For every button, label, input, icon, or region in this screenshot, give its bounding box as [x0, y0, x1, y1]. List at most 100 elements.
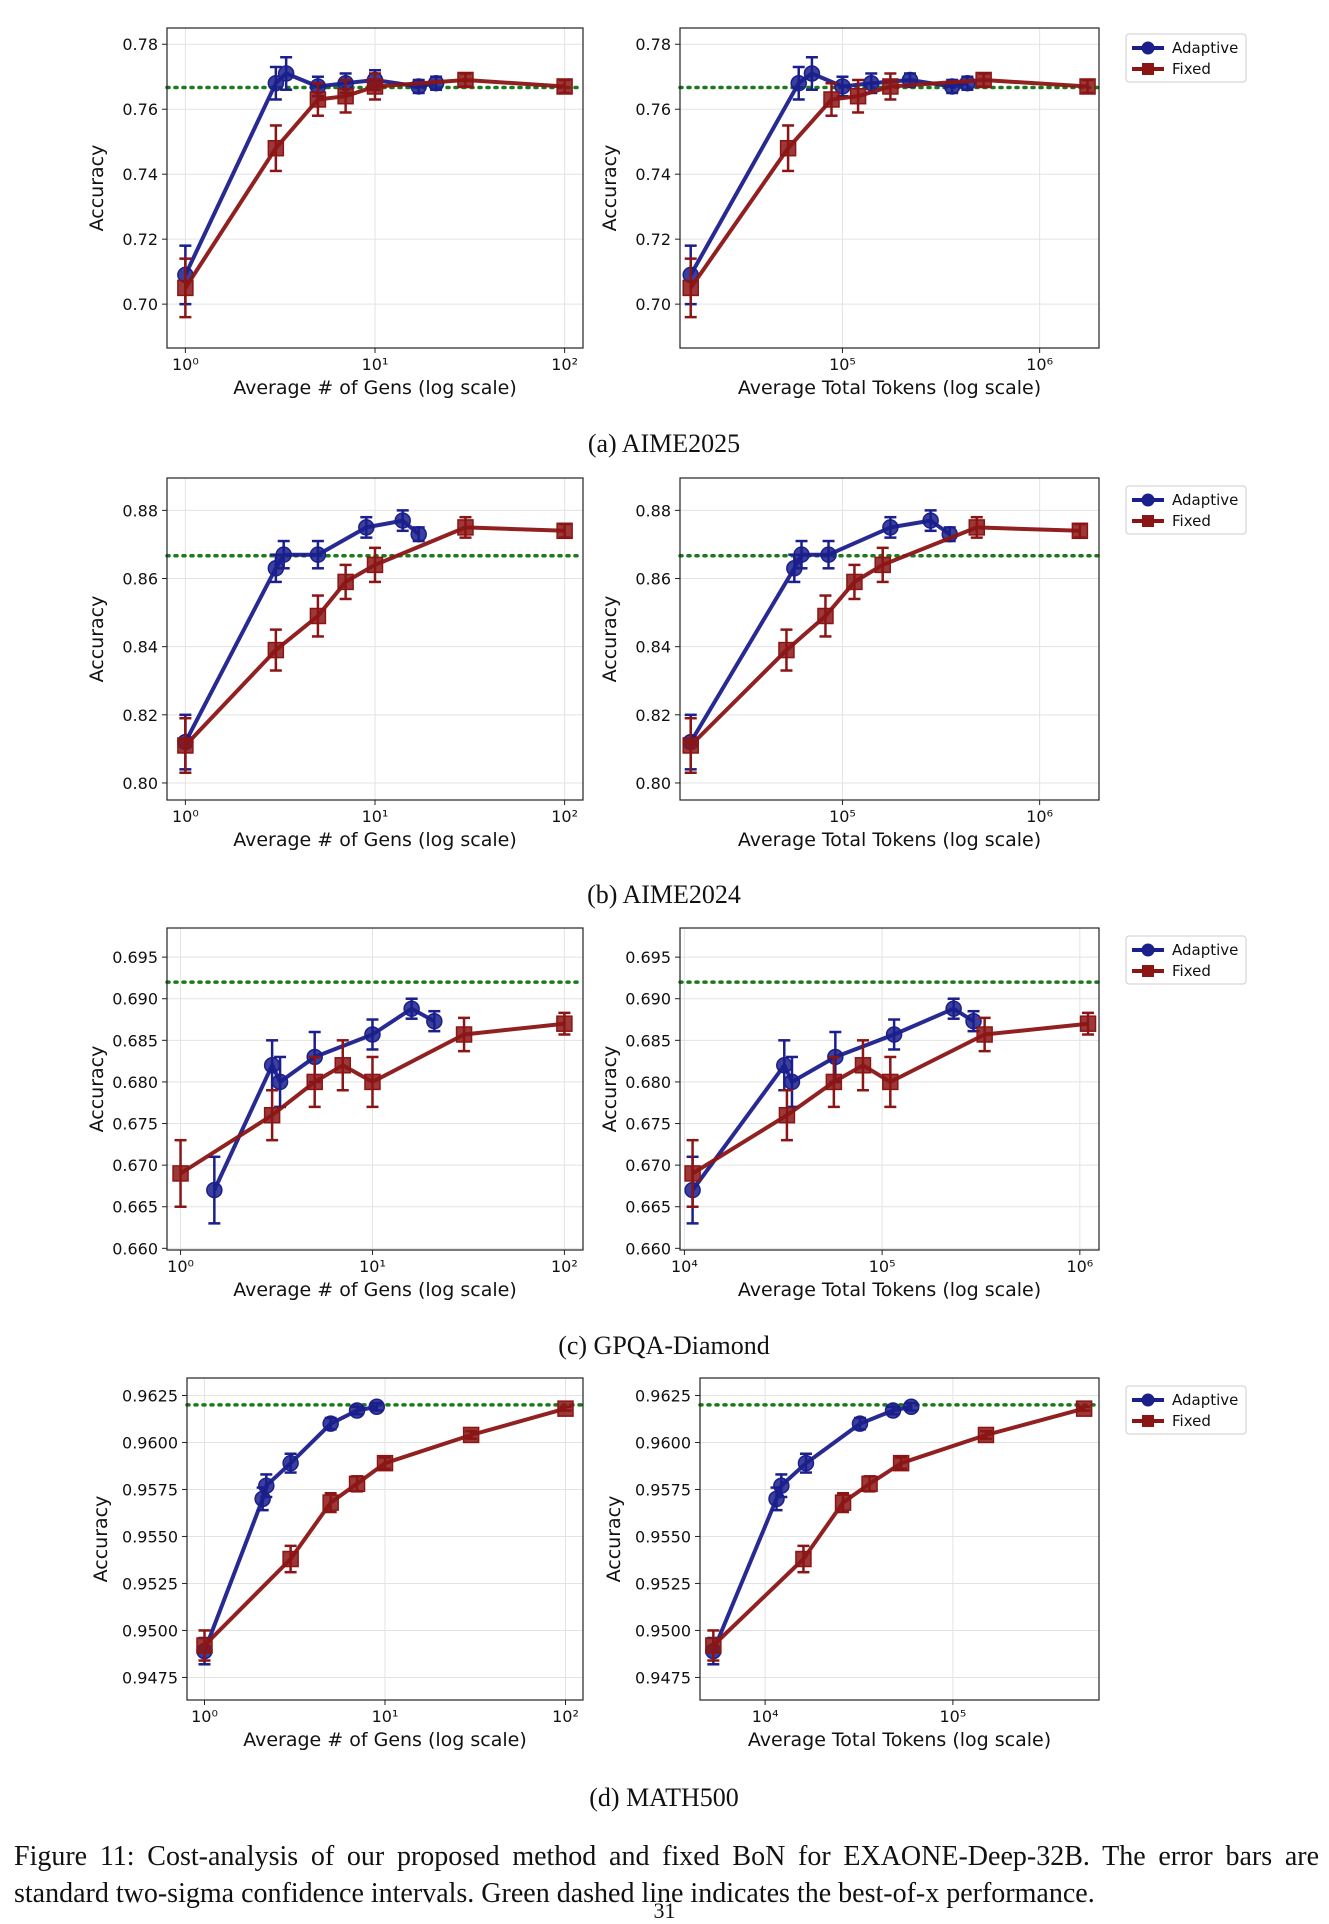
- legend: Adaptive Fixed: [1125, 1385, 1247, 1435]
- data-point-adaptive: [271, 1073, 289, 1091]
- x-tick-label: 10⁰: [167, 1257, 194, 1276]
- y-tick-label: 0.88: [635, 501, 671, 520]
- data-point-adaptive: [348, 1402, 366, 1419]
- x-tick-label: 10²: [551, 807, 578, 826]
- y-tick-label: 0.9600: [635, 1433, 691, 1452]
- data-point-fixed: [172, 1165, 189, 1182]
- chart-panel-d-right: 0.9475 0.9500 0.9525 0.9550 0.9575 0.9600 0.96…: [603, 1377, 1247, 1751]
- series-line: [202, 1404, 378, 1652]
- y-tick-label: 0.9525: [122, 1574, 178, 1593]
- data-point-fixed: [968, 519, 986, 536]
- legend: Adaptive Fixed: [1125, 33, 1247, 83]
- y-tick-label: 0.88: [122, 501, 158, 520]
- y-tick-label: 0.9525: [635, 1574, 691, 1593]
- chart-panel-d-left: 0.9475 0.9500 0.9525 0.9550 0.9575 0.9600 0.96…: [90, 1377, 585, 1751]
- legend-marker-fixed: [1142, 63, 1154, 75]
- data-point-fixed: [1079, 78, 1096, 95]
- x-axis-label: Average # of Gens (log scale): [233, 377, 517, 399]
- data-point-fixed: [366, 556, 384, 574]
- data-point-fixed: [177, 737, 194, 754]
- data-point-adaptive: [364, 1026, 381, 1043]
- x-tick-label: 10⁵: [829, 355, 856, 374]
- y-tick-label: 0.82: [122, 706, 158, 725]
- data-point-fixed: [457, 519, 474, 536]
- series-adaptive: [196, 1398, 385, 1666]
- data-point-fixed: [977, 1426, 995, 1444]
- series-adaptive: [177, 509, 427, 771]
- data-point-adaptive: [793, 546, 810, 563]
- data-point-adaptive: [275, 546, 292, 563]
- data-point-fixed: [337, 87, 354, 105]
- y-tick-label: 0.665: [625, 1198, 671, 1217]
- y-tick-label: 0.82: [635, 706, 671, 725]
- x-tick-label: 10¹: [362, 807, 389, 826]
- data-point-adaptive: [834, 78, 851, 95]
- data-point-adaptive: [309, 546, 327, 563]
- series-fixed: [177, 515, 573, 774]
- x-axis-label: Average Total Tokens (log scale): [748, 1729, 1051, 1751]
- x-tick-label: 10⁵: [939, 1707, 966, 1726]
- y-tick-label: 0.9600: [122, 1433, 178, 1452]
- figure-caption: Figure 11: Cost-analysis of our proposed…: [14, 1841, 1319, 1909]
- data-point-adaptive: [797, 1454, 815, 1472]
- data-point-fixed: [778, 1106, 796, 1124]
- y-tick-label: 0.9550: [122, 1527, 178, 1546]
- data-point-adaptive: [282, 1454, 299, 1472]
- x-tick-label: 10²: [552, 1707, 579, 1726]
- data-point-adaptive: [277, 65, 295, 82]
- series-line: [212, 1006, 436, 1191]
- y-tick-label: 0.76: [122, 100, 158, 119]
- data-point-adaptive: [790, 74, 807, 92]
- legend-label: Fixed: [1172, 962, 1211, 980]
- data-point-adaptive: [776, 1057, 793, 1074]
- data-point-fixed: [892, 1454, 910, 1472]
- chart-panel-c-left: 0.660 0.665 0.670 0.675 0.680 0.685 0.690 0.695…: [86, 927, 585, 1301]
- x-tick-label: 10⁶: [1066, 1257, 1093, 1276]
- data-point-fixed: [825, 1073, 843, 1091]
- data-point-adaptive: [403, 1000, 420, 1017]
- legend-label: Fixed: [1172, 60, 1211, 78]
- x-tick-label: 10¹: [362, 355, 389, 374]
- legend: Adaptive Fixed: [1125, 935, 1247, 985]
- y-tick-label: 0.695: [112, 948, 158, 967]
- x-axis-label: Average Total Tokens (log scale): [738, 1279, 1041, 1301]
- y-tick-label: 0.670: [625, 1156, 671, 1175]
- data-point-adaptive: [368, 1398, 385, 1416]
- x-tick-label: 10⁰: [191, 1707, 218, 1726]
- y-tick-label: 0.72: [122, 230, 158, 249]
- series-fixed: [682, 71, 1096, 319]
- y-axis-label: Accuracy: [603, 1496, 625, 1583]
- y-tick-label: 0.84: [635, 638, 671, 657]
- data-point-adaptive: [803, 65, 821, 82]
- data-point-adaptive: [263, 1057, 281, 1074]
- legend-marker-adaptive: [1141, 493, 1155, 507]
- chart-panel-c-right: 0.660 0.665 0.670 0.675 0.680 0.685 0.690 0.695…: [599, 927, 1247, 1301]
- series-adaptive: [682, 509, 958, 771]
- y-tick-label: 0.680: [112, 1073, 158, 1092]
- page-number: 31: [653, 1898, 676, 1923]
- x-tick-label: 10⁴: [752, 1707, 779, 1726]
- y-tick-label: 0.9500: [635, 1621, 691, 1640]
- data-point-fixed: [861, 1475, 878, 1493]
- data-point-fixed: [457, 71, 474, 89]
- data-point-adaptive: [851, 1415, 869, 1432]
- data-point-adaptive: [206, 1181, 223, 1199]
- data-point-fixed: [267, 641, 285, 659]
- y-axis-label: Accuracy: [599, 1046, 621, 1133]
- legend-label: Adaptive: [1172, 1391, 1238, 1409]
- x-axis-label: Average # of Gens (log scale): [243, 1729, 527, 1751]
- y-axis-label: Accuracy: [86, 1046, 108, 1133]
- data-point-fixed: [854, 1057, 872, 1074]
- x-axis-label: Average Total Tokens (log scale): [738, 377, 1041, 399]
- series-line: [711, 1406, 1085, 1647]
- series-adaptive: [206, 997, 443, 1225]
- data-point-fixed: [263, 1106, 281, 1124]
- y-tick-label: 0.86: [122, 570, 158, 589]
- data-point-fixed: [779, 139, 797, 157]
- y-tick-label: 0.78: [635, 35, 671, 54]
- data-point-adaptive: [884, 1402, 902, 1419]
- x-tick-label: 10¹: [372, 1707, 399, 1726]
- legend-marker-fixed: [1142, 965, 1154, 977]
- legend-marker-fixed: [1142, 1415, 1154, 1427]
- chart-panel-b-right: 0.80 0.82 0.84 0.86 0.88 10⁵ 10⁶ Average Total …: [599, 477, 1247, 851]
